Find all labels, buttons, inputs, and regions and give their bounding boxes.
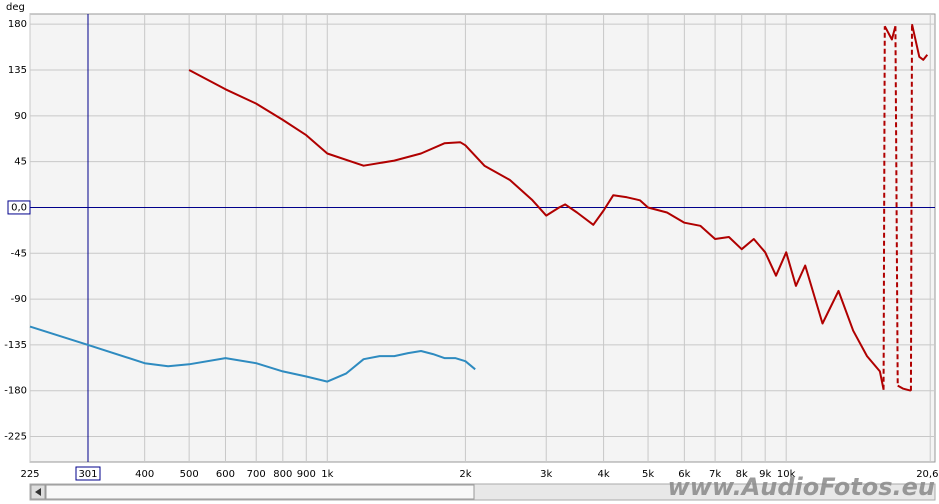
scroll-thumb[interactable] (45, 484, 475, 500)
x-tick-label: 1k (321, 469, 333, 480)
x-tick-label: 600 (216, 469, 235, 480)
series-line (188, 23, 929, 392)
wrap-line (909, 24, 913, 391)
x-tick-label: 8k (736, 469, 748, 480)
x-tick-label: 20,6k (916, 469, 939, 480)
y-tick-label: 180 (8, 19, 27, 30)
y-tick-label: -180 (4, 386, 27, 397)
x-tick-label: 800 (273, 469, 292, 480)
x-tick-label: 9k (759, 469, 771, 480)
plot-area (29, 13, 936, 463)
y-tick-label: -135 (4, 340, 27, 351)
x-tick-label: 400 (135, 469, 154, 480)
y-tick-label: -45 (11, 248, 27, 259)
y-tick-label: -90 (11, 294, 27, 305)
x-tick-label: 3k (540, 469, 552, 480)
scrollbar[interactable] (29, 483, 936, 501)
cursor-x-label: 301 (78, 469, 97, 480)
x-tick-label: 700 (247, 469, 266, 480)
wrap-line (882, 26, 886, 390)
x-tick-label: 500 (180, 469, 199, 480)
x-tick-label: 900 (297, 469, 316, 480)
x-tick-label: 2k (459, 469, 471, 480)
cursor-box (75, 466, 101, 481)
watermark: www.AudioFotos.eu (668, 473, 935, 501)
wrap-line (894, 26, 899, 386)
x-tick-label: 225 (20, 469, 39, 480)
cursor-box (7, 200, 31, 215)
y-tick-label: -225 (4, 432, 27, 443)
x-tick-label: 4k (597, 469, 609, 480)
x-tick-label: 6k (678, 469, 690, 480)
x-tick-label: 7k (709, 469, 721, 480)
y-axis-label: deg (6, 2, 25, 13)
series-line (29, 325, 476, 383)
arrow-icon (35, 488, 41, 496)
y-tick-label: 135 (8, 65, 27, 76)
x-tick-label: 10k (777, 469, 796, 480)
y-tick-label: 45 (14, 157, 27, 168)
cursor-y-label: 0,0 (11, 202, 27, 213)
x-tick-label: 5k (642, 469, 654, 480)
y-tick-label: 90 (14, 111, 27, 122)
